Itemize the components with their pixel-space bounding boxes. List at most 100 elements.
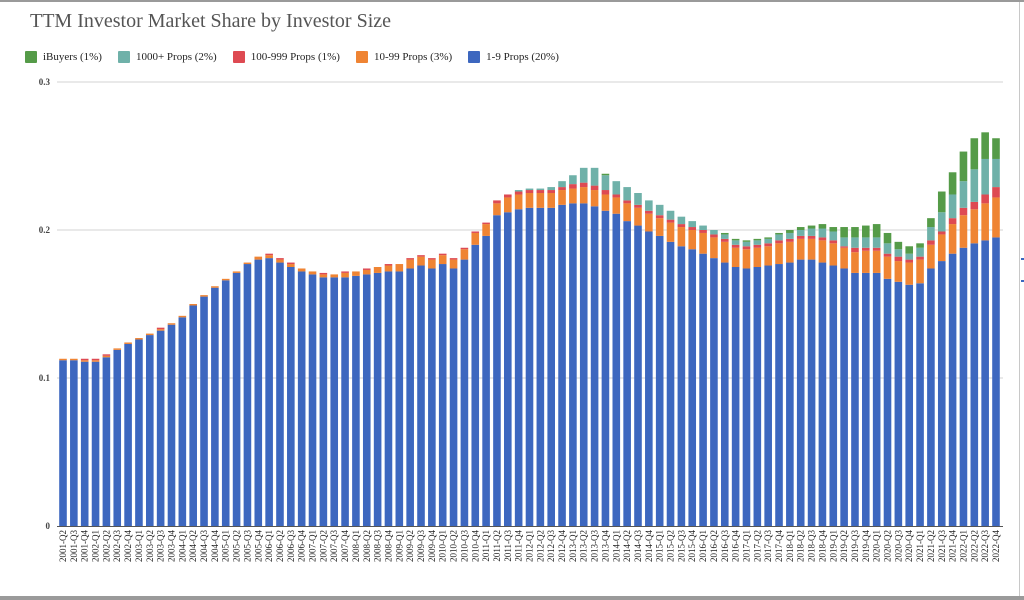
bar-segment-10-99-props [927, 244, 935, 269]
bar-segment-10-99-props [547, 193, 555, 208]
bar-segment-1000-props [840, 237, 848, 247]
bar-segment-1-9-props [677, 246, 686, 526]
bar-segment-10-99-props [775, 243, 783, 265]
bar-segment-1-9-props [124, 343, 132, 526]
bar-segment-10-99-props [265, 255, 273, 259]
bar-segment-ibuyers [764, 237, 772, 239]
bar-stack-2015-Q2 [666, 210, 675, 526]
bar-segment-100-999-props [406, 258, 414, 260]
bar-stack-2017-Q2 [753, 238, 762, 526]
bar-segment-1-9-props [590, 206, 599, 526]
bar-segment-10-99-props [449, 259, 458, 269]
bar-segment-1-9-props [829, 265, 838, 526]
bar-stack-2003-Q1 [135, 338, 143, 526]
bar-segment-ibuyers [840, 227, 848, 238]
x-tick-label: 2009-Q2 [405, 530, 415, 562]
x-tick-label: 2002-Q3 [112, 530, 122, 562]
bar-segment-10-99-props [200, 295, 208, 297]
x-tick-label: 2004-Q4 [210, 530, 220, 562]
x-tick-label: 2020-Q3 [893, 530, 903, 562]
legend-label: iBuyers (1%) [43, 51, 102, 63]
bar-stack-2006-Q2 [276, 258, 284, 526]
bar-stack-2022-Q2 [970, 138, 979, 526]
bar-segment-100-999-props [276, 258, 284, 260]
bar-segment-ibuyers [905, 246, 914, 254]
bar-segment-10-99-props [319, 274, 328, 278]
bar-segment-1000-props [829, 231, 838, 241]
bar-segment-10-99-props [731, 247, 740, 267]
legend-item-1000-plus-props[interactable]: 1000+ Props (2%) [117, 51, 217, 63]
legend-item-10-99-props[interactable]: 10-99 Props (3%) [355, 51, 452, 63]
x-tick-label: 2001-Q2 [58, 530, 68, 562]
bar-segment-10-99-props [829, 243, 838, 266]
legend-item-1-9-props[interactable]: 1-9 Props (20%) [468, 51, 559, 63]
bar-segment-10-99-props [645, 213, 653, 232]
bar-segment-1-9-props [167, 324, 176, 526]
bar-stack-2021-Q2 [927, 218, 935, 526]
bar-segment-10-99-props [102, 355, 111, 358]
bar-segment-1-9-props [742, 268, 751, 526]
bar-segment-1-9-props [601, 210, 610, 526]
x-tick-label: 2022-Q2 [969, 530, 979, 562]
bar-segment-10-99-props [916, 259, 924, 284]
bar-stack-2018-Q3 [807, 225, 816, 526]
bar-segment-1-9-props [623, 221, 631, 526]
x-tick-label: 2009-Q3 [416, 530, 426, 562]
bar-segment-10-99-props [135, 338, 143, 340]
legend-item-ibuyers[interactable]: iBuyers (1%) [25, 51, 102, 63]
bar-segment-1-9-props [927, 268, 935, 526]
bar-segment-10-99-props [818, 240, 827, 263]
bar-stack-2007-Q4 [341, 271, 349, 526]
bar-stack-2016-Q2 [710, 230, 718, 526]
bar-segment-ibuyers [862, 225, 870, 238]
bar-segment-100-999-props [807, 235, 816, 239]
bar-segment-1-9-props [916, 283, 924, 526]
bar-segment-1-9-props [493, 215, 501, 526]
bar-stack-2009-Q3 [417, 255, 425, 526]
bar-segment-1000-props [764, 238, 772, 244]
bar-segment-100-999-props [959, 207, 968, 216]
bar-segment-1000-props [981, 158, 989, 195]
x-tick-label: 2021-Q1 [915, 530, 925, 562]
bar-stack-2009-Q1 [395, 264, 404, 526]
bar-segment-100-999-props [753, 244, 762, 248]
legend-item-100-999-props[interactable]: 100-999 Props (1%) [232, 51, 340, 63]
bar-segment-1-9-props [504, 212, 512, 527]
x-tick-label: 2011-Q3 [503, 530, 513, 562]
bar-segment-1-9-props [655, 235, 664, 527]
bar-segment-100-999-props [547, 190, 555, 193]
bar-segment-100-999-props [883, 253, 892, 257]
bar-segment-1000-props [948, 194, 957, 219]
bar-segment-1-9-props [482, 235, 490, 527]
bar-segment-1000-props [959, 181, 968, 208]
bar-segment-10-99-props [601, 194, 610, 211]
bar-stack-2014-Q3 [634, 193, 642, 526]
x-tick-label: 2013-Q3 [590, 530, 600, 562]
x-tick-label: 2022-Q4 [991, 530, 1001, 562]
bar-stack-2021-Q3 [937, 191, 946, 526]
x-tick-label: 2019-Q2 [839, 530, 849, 562]
x-tick-label: 2013-Q2 [579, 530, 589, 562]
bar-segment-10-99-props [677, 227, 686, 247]
bar-segment-100-999-props [612, 194, 621, 198]
bar-segment-1-9-props [417, 265, 425, 526]
y-tick-label: 0.1 [39, 373, 51, 383]
x-tick-label: 2011-Q1 [481, 530, 491, 562]
bar-segment-10-99-props [937, 234, 946, 262]
x-tick-label: 2012-Q2 [535, 530, 545, 562]
bar-segment-100-999-props [710, 234, 718, 238]
x-tick-label: 2017-Q1 [741, 530, 751, 562]
bar-segment-10-99-props [959, 215, 968, 248]
x-tick-label: 2010-Q3 [459, 530, 469, 562]
x-tick-label: 2008-Q3 [373, 530, 383, 562]
x-tick-label: 2020-Q4 [904, 530, 914, 562]
bar-segment-1000-props [796, 230, 805, 236]
bar-segment-100-999-props [471, 231, 480, 233]
bar-segment-100-999-props [265, 253, 273, 256]
edge-tick-mark [1021, 280, 1024, 282]
x-tick-label: 2002-Q1 [91, 530, 101, 562]
x-tick-label: 2008-Q1 [351, 530, 361, 562]
bar-segment-10-99-props [688, 230, 697, 250]
x-tick-label: 2008-Q2 [362, 530, 372, 562]
bar-segment-10-99-props [254, 256, 263, 260]
